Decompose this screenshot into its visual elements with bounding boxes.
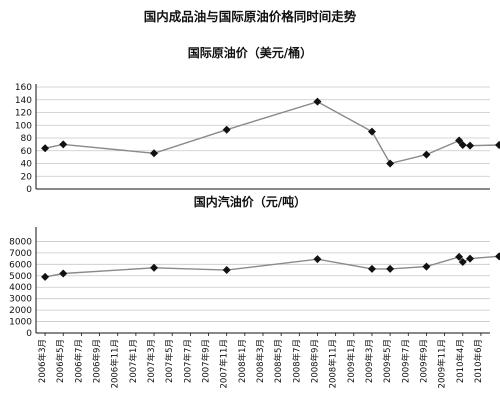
x-tick-label-0: 2006年3月: [37, 339, 48, 383]
data-point-1-10: [466, 141, 475, 150]
data-point-1-4: [313, 97, 322, 106]
y-tick-label-1-6: 120: [15, 109, 32, 119]
data-point-2-4: [313, 255, 322, 264]
y-tick-label-1-8: 160: [15, 83, 32, 93]
x-tick-label-5: 2007年1月: [128, 339, 139, 383]
x-tick-label-10: 2007年11月: [219, 339, 230, 388]
data-point-1-0: [41, 144, 50, 153]
x-tick-label-14: 2008年7月: [291, 339, 302, 383]
y-tick-label-1-7: 140: [15, 96, 32, 106]
x-tick-label-4: 2006年11月: [110, 339, 121, 388]
data-point-2-1: [59, 269, 68, 278]
data-point-2-8: [455, 252, 464, 261]
x-tick-label-19: 2009年5月: [382, 339, 393, 383]
data-point-1-2: [150, 149, 159, 158]
x-tick-label-8: 2007年7月: [182, 339, 193, 383]
x-tick-label-2: 2006年7月: [73, 339, 84, 383]
y-tick-label-1-0: 0: [26, 185, 32, 195]
y-tick-label-2-5: 5000: [9, 272, 32, 282]
x-tick-label-9: 2007年9月: [201, 339, 212, 383]
y-tick-label-2-4: 4000: [9, 283, 32, 293]
data-point-2-5: [367, 264, 376, 273]
chart-2-title: 国内汽油价（元/吨）: [194, 194, 306, 209]
y-tick-label-2-0: 0: [26, 329, 32, 339]
data-point-1-6: [386, 159, 395, 168]
data-point-1-5: [367, 127, 376, 136]
x-tick-label-15: 2008年9月: [310, 339, 321, 383]
data-point-2-7: [422, 262, 431, 271]
y-tick-label-1-3: 60: [21, 147, 33, 157]
x-tick-label-1: 2006年5月: [55, 339, 66, 383]
x-tick-label-13: 2008年5月: [273, 339, 284, 383]
main-title: 国内成品油与国际原油价格同时间走势: [144, 9, 357, 24]
y-tick-label-2-8: 8000: [9, 237, 32, 247]
chart-1-title: 国际原油价（美元/桶）: [188, 45, 312, 60]
x-tick-label-20: 2009年7月: [400, 339, 411, 383]
x-tick-label-12: 2008年3月: [255, 339, 266, 383]
x-tick-label-16: 2008年11月: [328, 339, 339, 388]
data-point-2-2: [150, 263, 159, 272]
y-tick-label-2-6: 6000: [9, 260, 32, 270]
y-tick-label-1-5: 100: [15, 121, 32, 131]
x-tick-label-22: 2009年11月: [437, 339, 448, 388]
data-point-2-11: [495, 252, 500, 261]
series-line-1: [44, 100, 500, 165]
x-tick-label-17: 2009年1月: [346, 339, 357, 383]
data-point-1-9: [458, 141, 467, 150]
y-tick-label-2-7: 7000: [9, 249, 32, 259]
data-point-2-3: [222, 266, 231, 275]
y-tick-label-2-2: 2000: [9, 306, 32, 316]
data-point-1-8: [455, 136, 464, 145]
data-point-2-9: [458, 258, 467, 267]
y-tick-label-1-4: 80: [21, 134, 33, 144]
y-tick-label-1-1: 20: [21, 172, 33, 182]
x-tick-label-18: 2009年3月: [364, 339, 375, 383]
x-tick-label-11: 2008年1月: [237, 339, 248, 383]
x-tick-label-3: 2006年9月: [92, 339, 103, 383]
data-point-1-7: [422, 150, 431, 159]
y-tick-label-1-2: 40: [21, 160, 33, 170]
data-point-1-11: [495, 141, 500, 150]
y-tick-label-2-1: 1000: [9, 318, 32, 328]
x-tick-label-6: 2007年3月: [146, 339, 157, 383]
x-tick-label-23: 2010年4月: [455, 339, 466, 383]
y-tick-label-2-3: 3000: [9, 295, 32, 305]
data-point-1-3: [222, 125, 231, 134]
x-tick-label-24: 2010年6月: [473, 339, 484, 383]
series-line-2: [44, 255, 500, 278]
data-point-2-0: [41, 272, 50, 281]
x-tick-label-21: 2009年9月: [418, 339, 429, 383]
data-point-1-1: [59, 140, 68, 149]
data-point-2-10: [466, 254, 475, 263]
x-tick-label-7: 2007年5月: [164, 339, 175, 383]
data-point-2-6: [386, 264, 395, 273]
